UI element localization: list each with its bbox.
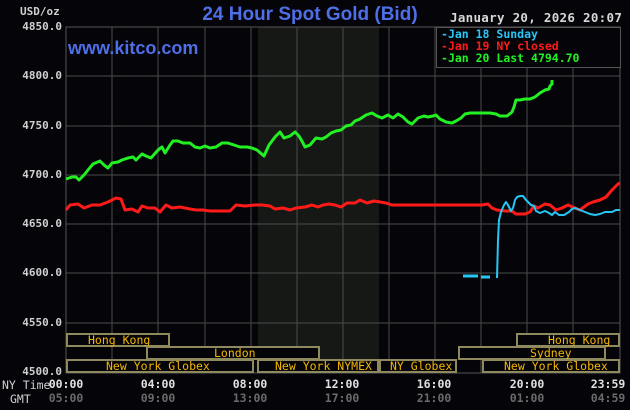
y-tick: 4800.0 xyxy=(22,69,62,82)
y-tick: 4700.0 xyxy=(22,168,62,181)
x-tick-gmt: 01:00 xyxy=(509,391,545,405)
session-sydney: Sydney xyxy=(458,346,606,360)
chart-title: 24 Hour Spot Gold (Bid) xyxy=(202,4,418,25)
y-tick: 4550.0 xyxy=(22,316,62,329)
x-tick-gmt: 21:00 xyxy=(416,391,452,405)
series-jan20 xyxy=(65,80,554,182)
session-ny-globex-1: New York Globex xyxy=(66,359,254,373)
y-tick: 4600.0 xyxy=(22,266,62,279)
x-tick-ny: 23:59 xyxy=(590,377,626,391)
y-tick: 4750.0 xyxy=(22,119,62,132)
x-tick-gmt: 17:00 xyxy=(324,391,360,405)
legend: -Jan 18 Sunday -Jan 19 NY closed -Jan 20… xyxy=(436,27,621,68)
x-tick-ny: 00:00 xyxy=(48,377,84,391)
x-axis-ny-label: NY Time xyxy=(2,378,51,392)
x-tick-gmt: 13:00 xyxy=(232,391,268,405)
session-london: London xyxy=(146,346,320,360)
series-jan19 xyxy=(64,181,621,216)
site-watermark[interactable]: www.kitco.com xyxy=(68,38,199,58)
v-grid xyxy=(111,27,574,373)
x-axis-gmt-label: GMT xyxy=(10,392,31,406)
x-tick-ny: 08:00 xyxy=(232,377,268,391)
y-tick: 4650.0 xyxy=(22,217,62,230)
session-hong-kong-1: Hong Kong xyxy=(66,333,170,347)
y-tick: 4850.0 xyxy=(22,20,62,33)
y-tick: 4500.0 xyxy=(22,365,62,378)
legend-item-jan20: -Jan 20 Last 4794.70 xyxy=(441,51,580,65)
series-jan18-c xyxy=(496,195,620,279)
x-tick-ny: 12:00 xyxy=(324,377,360,391)
unit-label: USD/oz xyxy=(20,5,60,18)
x-tick-ny: 20:00 xyxy=(509,377,545,391)
session-ny-nymex: New York NYMEX xyxy=(257,359,379,373)
x-tick-ny: 04:00 xyxy=(140,377,176,391)
session-ny-globex-2: NY Globex xyxy=(379,359,457,373)
plot-frame xyxy=(65,26,621,374)
session-ny-globex-3: New York Globex xyxy=(482,359,620,373)
legend-item-jan18: -Jan 18 Sunday xyxy=(441,27,538,41)
x-tick-gmt: 05:00 xyxy=(48,391,84,405)
x-tick-gmt: 09:00 xyxy=(140,391,176,405)
x-tick-gmt: 04:59 xyxy=(590,391,626,405)
legend-item-jan19: -Jan 19 NY closed xyxy=(441,39,559,53)
chart-datetime: January 20, 2026 20:07 xyxy=(450,10,623,25)
session-hong-kong-2: Hong Kong xyxy=(516,333,620,347)
x-tick-ny: 16:00 xyxy=(416,377,452,391)
